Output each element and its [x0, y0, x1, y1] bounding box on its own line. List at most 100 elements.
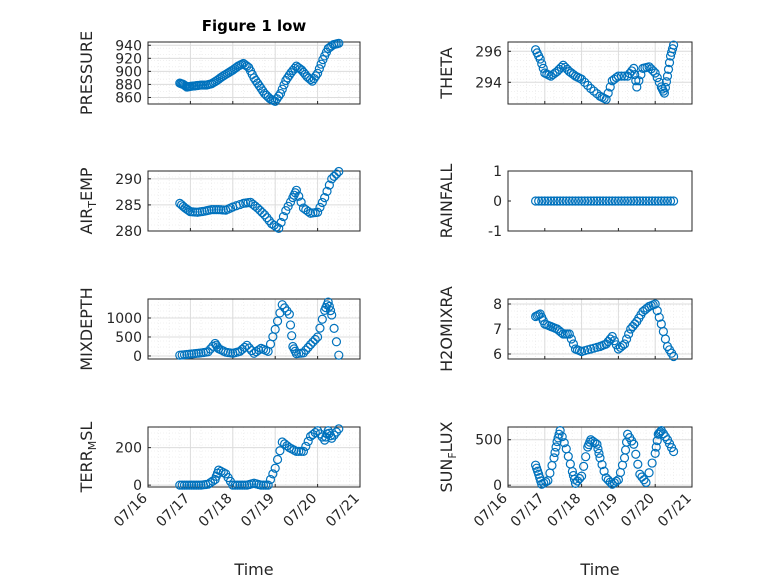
- data-point: [272, 316, 283, 326]
- data-point: [629, 196, 639, 206]
- data-point: [316, 59, 326, 69]
- data-point: [552, 196, 562, 206]
- data-point: [534, 196, 544, 206]
- data-point: [555, 426, 565, 436]
- data-point: [535, 54, 545, 64]
- data-point: [576, 74, 587, 84]
- data-point: [638, 196, 648, 206]
- subplot-mixdepth: 0 500 1000 MIXDEPTH: [77, 287, 361, 371]
- x-tick-label: 07/21: [655, 491, 695, 531]
- data-point: [324, 301, 334, 311]
- data-point: [308, 337, 318, 347]
- data-point: [592, 439, 602, 449]
- data-point: [605, 82, 615, 92]
- x-tick-label: 07/19: [581, 491, 621, 531]
- data-point: [177, 480, 187, 490]
- data-point: [260, 210, 270, 220]
- data-point: [668, 40, 679, 50]
- data-point: [311, 71, 321, 81]
- data-point: [261, 480, 271, 490]
- data-point: [211, 205, 221, 215]
- y-tick-label: 296: [475, 44, 502, 60]
- y-tick-label: 0: [493, 194, 502, 210]
- data-point: [282, 441, 292, 451]
- data-point: [644, 468, 654, 478]
- data-point: [254, 345, 264, 355]
- data-point: [633, 459, 643, 469]
- data-point: [653, 196, 663, 206]
- data-point: [287, 331, 297, 341]
- data-point: [652, 73, 662, 83]
- data-point: [228, 480, 238, 490]
- y-axis-label-mixdepth: MIXDEPTH: [77, 287, 96, 370]
- data-point: [294, 446, 304, 456]
- data-point: [323, 297, 333, 307]
- data-point: [232, 480, 243, 490]
- data-point: [242, 340, 252, 350]
- data-point: [592, 196, 602, 206]
- data-point: [589, 86, 599, 96]
- data-point: [634, 76, 644, 86]
- data-point: [558, 196, 568, 206]
- data-point: [305, 339, 316, 350]
- data-point: [636, 69, 646, 80]
- y-tick-label: 280: [115, 224, 142, 240]
- data-point: [604, 196, 614, 206]
- data-point: [205, 478, 216, 488]
- data-point: [317, 197, 327, 208]
- data-point: [664, 58, 675, 68]
- data-point: [291, 446, 301, 456]
- data-point: [635, 196, 645, 206]
- data-point: [607, 196, 617, 206]
- data-point: [605, 334, 615, 344]
- y-tick-label: 200: [115, 441, 142, 457]
- plot-area: [507, 170, 693, 232]
- data-point: [294, 191, 304, 201]
- data-point: [315, 202, 325, 212]
- data-point: [650, 448, 660, 458]
- data-point: [296, 446, 306, 456]
- data-point: [561, 196, 571, 206]
- data-point: [540, 196, 550, 206]
- data-point: [580, 77, 590, 87]
- data-point: [603, 88, 613, 98]
- y-axis-label-pressure: PRESSURE: [77, 31, 96, 115]
- data-point: [203, 347, 213, 357]
- data-point: [322, 186, 332, 196]
- y-tick-label: 0: [133, 349, 142, 365]
- series-markers: [175, 166, 344, 233]
- data-point: [320, 193, 330, 203]
- data-point: [564, 329, 574, 339]
- y-tick-label: 920: [115, 51, 142, 67]
- data-point: [303, 436, 313, 446]
- x-tick-label: 07/20: [618, 491, 658, 531]
- y-tick-label: 8: [493, 297, 502, 313]
- data-point: [629, 63, 639, 73]
- data-point: [334, 38, 344, 48]
- subplot-rainfall: -1 0 1 RAINFALL: [437, 164, 693, 240]
- data-point: [324, 180, 334, 190]
- series-markers: [175, 424, 344, 490]
- data-point: [665, 196, 676, 206]
- data-point: [189, 480, 199, 490]
- data-point: [613, 71, 624, 81]
- data-point: [334, 166, 344, 177]
- data-point: [534, 310, 544, 320]
- y-tick-label: 860: [115, 90, 142, 106]
- data-point: [262, 213, 272, 223]
- data-point: [632, 196, 642, 206]
- figure-title: Figure 1 low: [202, 17, 307, 35]
- data-point: [555, 196, 565, 206]
- data-point: [194, 480, 204, 490]
- data-point: [281, 206, 291, 216]
- data-point: [613, 196, 624, 206]
- data-point: [301, 441, 311, 451]
- data-point: [331, 427, 342, 437]
- y-axis-label-rainfall: RAINFALL: [437, 164, 456, 239]
- series-markers: [530, 426, 679, 489]
- y-tick-label: 294: [475, 75, 502, 91]
- data-point: [182, 480, 192, 490]
- data-point: [284, 309, 294, 319]
